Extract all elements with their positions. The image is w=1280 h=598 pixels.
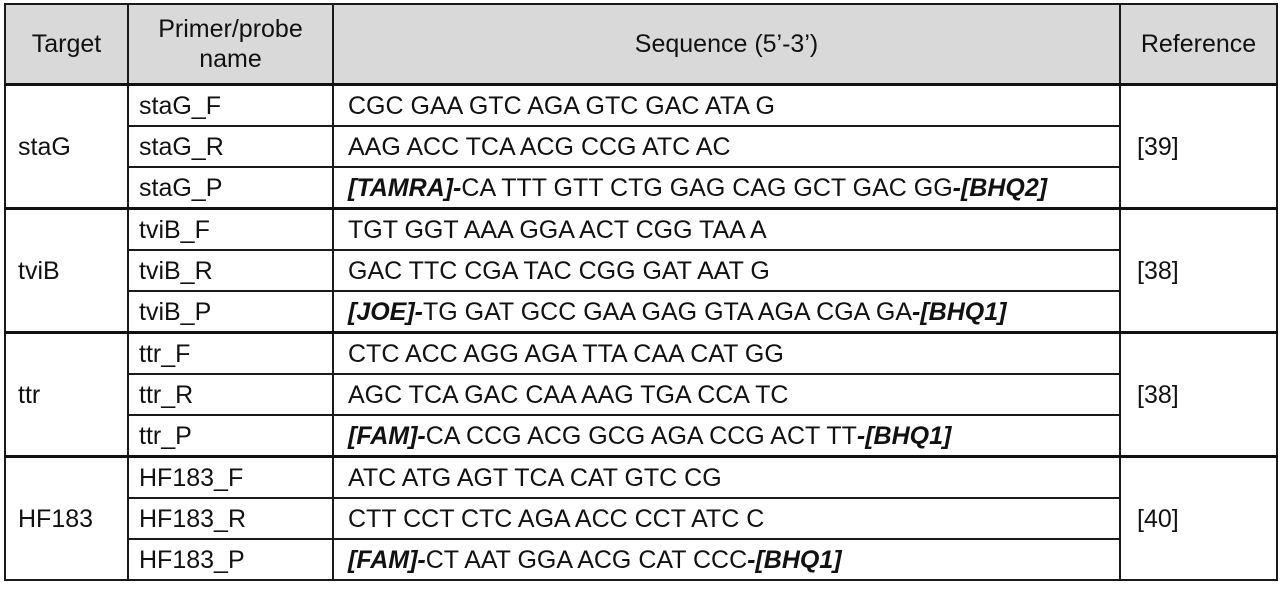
table-row: ttr_R AGC TCA GAC CAA AAG TGA CCA TC (5, 373, 1277, 416)
primer-name-cell: HF183_R (127, 497, 334, 540)
table-row: HF183_R CTT CCT CTC AGA ACC CCT ATC C (5, 497, 1277, 540)
target-cell: HF183 (4, 455, 129, 581)
table-row: tviB_R GAC TTC CGA TAC CGG GAT AAT G (5, 249, 1277, 292)
probe-name-cell: ttr_P (127, 414, 334, 458)
probe-name-cell: HF183_P (127, 538, 334, 581)
reference-cell: [38] (1119, 331, 1278, 458)
header-name-line1: Primer/probe (158, 15, 303, 43)
primer-name-cell: HF183_F (127, 455, 334, 499)
fluorophore-tag: [FAM]- (348, 545, 426, 574)
reference-cell: [38] (1119, 207, 1278, 334)
probe-sequence: CA TTT GTT CTG GAG CAG GCT GAC GG (461, 173, 953, 202)
header-name-line2: name (199, 45, 262, 73)
quencher-tag: -[BHQ1] (912, 297, 1007, 326)
primer-name-cell: tviB_F (127, 207, 334, 251)
primer-name-cell: staG_R (127, 125, 334, 168)
table-row: ttr_P [FAM]-CA CCG ACG GCG AGA CCG ACT T… (5, 414, 1277, 458)
table-row: staG staG_F CGC GAA GTC AGA GTC GAC ATA … (4, 83, 1278, 210)
target-cell: ttr (4, 331, 129, 458)
quencher-tag: -[BHQ1] (747, 545, 842, 574)
probe-sequence: TG GAT GCC GAA GAG GTA AGA CGA GA (423, 297, 913, 326)
table-row: ttr ttr_F CTC ACC AGG AGA TTA CAA CAT GG… (4, 331, 1278, 458)
reference-cell: [39] (1119, 83, 1278, 210)
sequence-cell: CTC ACC AGG AGA TTA CAA CAT GG (332, 331, 1121, 375)
probe-name-cell: staG_P (127, 166, 334, 210)
sequence-cell: CGC GAA GTC AGA GTC GAC ATA G (332, 83, 1121, 127)
primer-name-cell: ttr_R (127, 373, 334, 416)
fluorophore-tag: [TAMRA]- (348, 173, 462, 202)
primer-name-cell: staG_F (127, 83, 334, 127)
sequence-cell: AGC TCA GAC CAA AAG TGA CCA TC (332, 373, 1121, 416)
probe-sequence-cell: [JOE]-TG GAT GCC GAA GAG GTA AGA CGA GA-… (332, 290, 1121, 334)
header-target: Target (4, 3, 129, 86)
quencher-tag: -[BHQ2] (952, 173, 1048, 202)
table-row: staG_R AAG ACC TCA ACG CCG ATC AC (5, 125, 1277, 168)
reference-cell: [40] (1119, 455, 1278, 581)
sequence-cell: GAC TTC CGA TAC CGG GAT AAT G (332, 249, 1121, 292)
probe-sequence-cell: [FAM]-CA CCG ACG GCG AGA CCG ACT TT-[BHQ… (332, 414, 1121, 458)
probe-sequence: CA CCG ACG GCG AGA CCG ACT TT (425, 421, 857, 450)
primer-probe-table: Target Primer/probe name Sequence (5’-3’… (4, 3, 1278, 581)
primer-name-cell: ttr_F (127, 331, 334, 375)
probe-sequence-cell: [FAM]-CT AAT GGA ACG CAT CCC-[BHQ1] (332, 538, 1121, 581)
target-cell: tviB (4, 207, 129, 334)
header-reference: Reference (1119, 3, 1278, 86)
quencher-tag: -[BHQ1] (856, 421, 952, 450)
table-row: tviB tviB_F TGT GGT AAA GGA ACT CGG TAA … (4, 207, 1278, 334)
probe-name-cell: tviB_P (127, 290, 334, 334)
table-row: tviB_P [JOE]-TG GAT GCC GAA GAG GTA AGA … (5, 290, 1277, 334)
target-cell: staG (4, 83, 129, 210)
header-sequence: Sequence (5’-3’) (332, 3, 1121, 86)
probe-sequence: CT AAT GGA ACG CAT CCC (425, 545, 748, 574)
fluorophore-tag: [FAM]- (348, 421, 426, 450)
sequence-cell: AAG ACC TCA ACG CCG ATC AC (332, 125, 1121, 168)
header-row: Target Primer/probe name Sequence (5’-3’… (4, 3, 1278, 86)
primer-name-cell: tviB_R (127, 249, 334, 292)
sequence-cell: TGT GGT AAA GGA ACT CGG TAA A (332, 207, 1121, 251)
table-row: HF183_P [FAM]-CT AAT GGA ACG CAT CCC-[BH… (5, 538, 1277, 581)
table-row: HF183 HF183_F ATC ATG AGT TCA CAT GTC CG… (4, 455, 1278, 581)
sequence-cell: CTT CCT CTC AGA ACC CCT ATC C (332, 497, 1121, 540)
fluorophore-tag: [JOE]- (348, 297, 423, 326)
table-row: staG_P [TAMRA]-CA TTT GTT CTG GAG CAG GC… (5, 166, 1277, 210)
probe-sequence-cell: [TAMRA]-CA TTT GTT CTG GAG CAG GCT GAC G… (332, 166, 1121, 210)
sequence-cell: ATC ATG AGT TCA CAT GTC CG (332, 455, 1121, 499)
header-primer-probe-name: Primer/probe name (127, 3, 334, 86)
